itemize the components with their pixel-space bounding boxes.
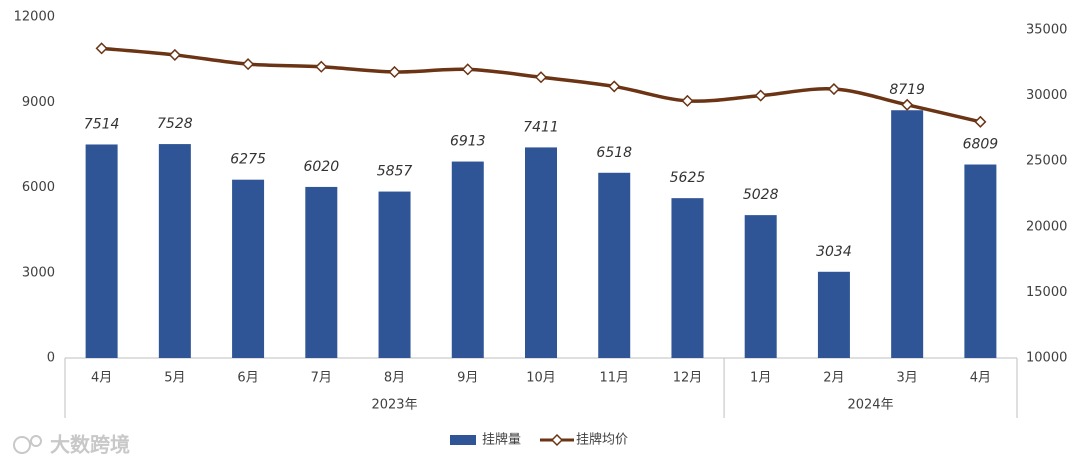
x-tick-label: 12月 <box>673 371 703 386</box>
group-label: 2023年 <box>371 398 417 413</box>
value-label: 8719 <box>889 82 925 98</box>
line <box>101 46 981 124</box>
line-marker <box>608 80 621 93</box>
value-label: 7528 <box>157 116 193 132</box>
line-marker <box>534 71 548 84</box>
line-marker <box>461 63 474 76</box>
value-label: 5857 <box>377 164 413 180</box>
bar <box>671 198 704 358</box>
y-tick-label: 9000 <box>22 95 55 110</box>
group-label: 2024年 <box>847 398 893 413</box>
line-marker <box>388 65 401 79</box>
line-marker <box>754 89 767 102</box>
x-tick-label: 3月 <box>897 371 918 386</box>
x-tick-label: 4月 <box>91 371 112 386</box>
y2-tick-label: 35000 <box>1026 23 1067 38</box>
y-tick-label: 6000 <box>22 180 55 195</box>
x-tick-label: 2月 <box>823 371 844 386</box>
watermark-icon <box>30 435 42 447</box>
bar <box>451 161 484 358</box>
value-label: 7514 <box>84 116 120 132</box>
bar <box>891 110 924 359</box>
x-tick-label: 8月 <box>384 371 405 386</box>
value-label: 6020 <box>303 159 339 175</box>
watermark-icon <box>13 436 31 454</box>
watermark: 大数跨境 <box>13 433 130 457</box>
value-label: 6809 <box>963 137 999 153</box>
line-marker <box>95 42 108 55</box>
line-marker <box>901 98 914 111</box>
bar <box>964 164 997 358</box>
line-marker <box>168 48 181 61</box>
y2-tick-label: 25000 <box>1026 154 1067 169</box>
value-label: 6913 <box>450 134 486 150</box>
line-marker <box>681 94 694 107</box>
legend-label: 挂牌均价 <box>576 432 628 448</box>
x-tick-label: 10月 <box>526 371 556 386</box>
bar <box>598 172 631 358</box>
x-tick-label: 1月 <box>750 371 771 386</box>
value-label: 7411 <box>523 119 559 135</box>
bar <box>305 186 338 358</box>
x-tick-label: 9月 <box>457 371 478 386</box>
legend-swatch <box>450 435 476 445</box>
value-label: 5028 <box>743 187 779 203</box>
x-tick-label: 5月 <box>164 371 185 386</box>
bar <box>744 215 777 358</box>
y2-tick-label: 10000 <box>1026 351 1067 366</box>
value-label: 5625 <box>670 170 706 186</box>
x-tick-label: 11月 <box>599 371 629 386</box>
y2-tick-label: 20000 <box>1026 219 1067 234</box>
line-marker <box>974 115 987 128</box>
x-tick-label: 6月 <box>237 371 258 386</box>
legend-label: 挂牌量 <box>482 432 521 448</box>
bar <box>817 271 850 358</box>
y2-tick-label: 15000 <box>1026 285 1067 300</box>
line-marker <box>315 60 328 73</box>
y-tick-label: 0 <box>47 351 55 366</box>
watermark-text: 大数跨境 <box>50 433 130 457</box>
value-label: 3034 <box>816 244 852 260</box>
legend-swatch <box>550 433 564 447</box>
bar <box>378 191 411 358</box>
line-marker <box>242 58 255 71</box>
y2-tick-label: 30000 <box>1026 88 1067 103</box>
bar <box>525 147 557 358</box>
x-tick-label: 7月 <box>311 371 332 386</box>
x-tick-label: 4月 <box>970 371 991 386</box>
y-tick-label: 12000 <box>14 10 55 25</box>
value-label: 6518 <box>596 145 632 161</box>
bar <box>232 179 265 358</box>
bar <box>158 144 191 358</box>
value-label: 6275 <box>230 152 266 168</box>
bar <box>85 144 118 358</box>
y-tick-label: 3000 <box>22 265 55 280</box>
line-marker <box>827 82 840 96</box>
